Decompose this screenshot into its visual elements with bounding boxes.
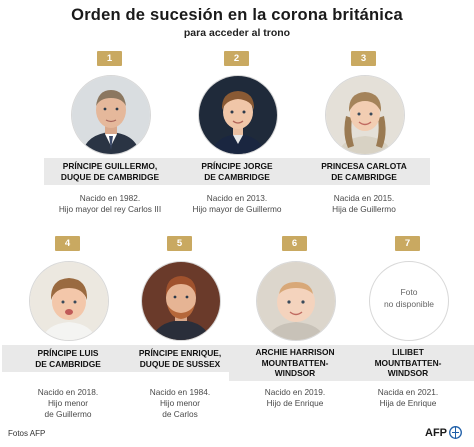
- portrait-prince-louis: [29, 261, 109, 341]
- name-box: PRINCESA CARLOTA DE CAMBRIDGE: [298, 158, 430, 185]
- rank-badge: 2: [224, 51, 249, 66]
- portrait-princess-charlotte: [325, 75, 405, 155]
- infographic-subtitle: para acceder al trono: [183, 27, 291, 39]
- birth-info: Nacido en 2018.: [37, 387, 99, 397]
- afp-globe-icon: [449, 426, 462, 439]
- infographic-title: Orden de sucesión en la corona británica: [71, 6, 403, 24]
- relation-info: Hijo de Enrique: [266, 398, 324, 408]
- succession-card-3: 3 PRINCESA CARLOTA DE CAMBRIDGE Nacida e…: [294, 51, 434, 221]
- birth-info: Nacida en 2015.: [333, 193, 395, 203]
- relation-info: Hijo menor: [47, 398, 89, 408]
- birth-info: Nacido en 2013.: [206, 193, 268, 203]
- afp-logo: AFP: [425, 426, 462, 439]
- succession-card-2: 2 PRÍNCIPE JORGE DE CAMBRIDGE Nacido en …: [167, 51, 307, 221]
- relation-info: Hija de Enrique: [379, 398, 437, 408]
- succession-card-1: 1 PRÍNCIPE GUILLERMO, DUQUE DE CAMBRIDGE…: [40, 51, 180, 221]
- name-box: PRÍNCIPE LUIS DE CAMBRIDGE: [2, 345, 134, 372]
- relation-info: Hijo mayor de Guillermo: [192, 204, 282, 214]
- name-box: ARCHIE HARRISON MOUNTBATTEN- WINDSOR: [229, 345, 361, 381]
- rank-badge: 6: [282, 236, 307, 251]
- portrait-archie: [256, 261, 336, 341]
- succession-card-5: 5 PRÍNCIPE ENRIQUE, DUQUE DE SUSSEX Naci…: [110, 236, 250, 419]
- birth-info: Nacido en 1984.: [149, 387, 211, 397]
- relation-info-cont: de Guillermo: [44, 409, 92, 419]
- rank-badge: 7: [395, 236, 420, 251]
- portrait-prince-george: [198, 75, 278, 155]
- rank-badge: 5: [167, 236, 192, 251]
- relation-info: Hijo mayor del rey Carlos III: [58, 204, 162, 214]
- relation-info-cont: de Carlos: [162, 409, 198, 419]
- birth-info: Nacido en 1982.: [79, 193, 141, 203]
- portrait-placeholder: Foto no disponible: [369, 261, 449, 341]
- birth-info: Nacida en 2021.: [377, 387, 439, 397]
- succession-card-7: 7 Foto no disponible LILIBET MOUNTBATTEN…: [338, 236, 474, 408]
- name-box: PRÍNCIPE JORGE DE CAMBRIDGE: [171, 158, 303, 185]
- relation-info: Hija de Guillermo: [332, 204, 396, 214]
- succession-card-6: 6 ARCHIE HARRISON MOUNTBATTEN- WINDSOR N…: [225, 236, 365, 408]
- name-box: PRÍNCIPE GUILLERMO, DUQUE DE CAMBRIDGE: [44, 158, 176, 185]
- rank-badge: 4: [55, 236, 80, 251]
- birth-info: Nacido en 2019.: [264, 387, 326, 397]
- no-photo-label: Foto no disponible: [383, 287, 435, 309]
- name-box: PRÍNCIPE ENRIQUE, DUQUE DE SUSSEX: [114, 345, 246, 372]
- name-box: LILIBET MOUNTBATTEN- WINDSOR: [342, 345, 474, 381]
- portrait-prince-william: [71, 75, 151, 155]
- succession-card-4: 4 PRÍNCIPE LUIS DE CAMBRIDGE Nacido en 2…: [0, 236, 138, 419]
- rank-badge: 1: [97, 51, 122, 66]
- relation-info: Hijo menor: [159, 398, 201, 408]
- photo-credit: Fotos AFP: [8, 429, 46, 438]
- rank-badge: 3: [351, 51, 376, 66]
- portrait-prince-harry: [141, 261, 221, 341]
